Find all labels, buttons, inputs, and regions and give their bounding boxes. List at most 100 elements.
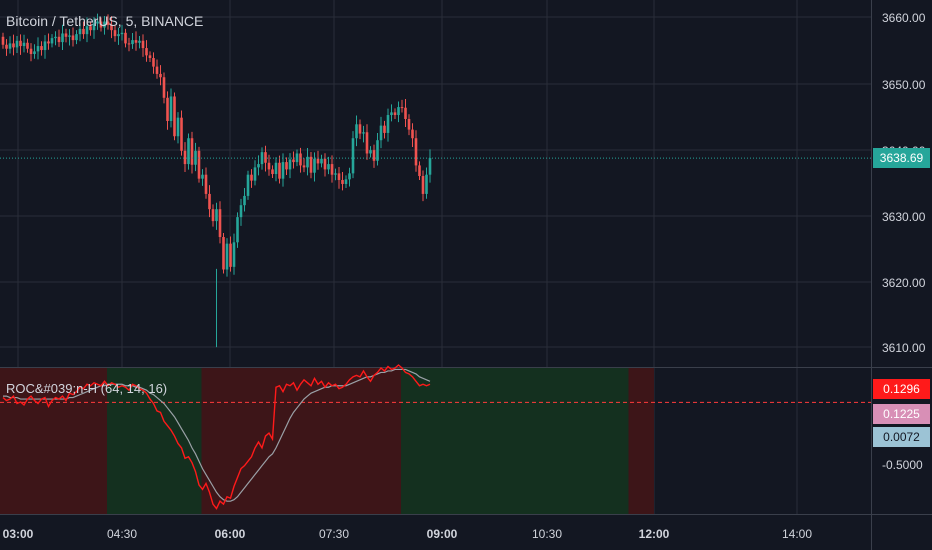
candle-body xyxy=(47,41,50,44)
candle-body xyxy=(278,162,281,179)
candle-body xyxy=(267,162,271,170)
candle-body xyxy=(250,174,253,181)
price-label-3650: 3650.00 xyxy=(882,78,926,92)
indicator-zone xyxy=(0,368,108,514)
price-label-3620: 3620.00 xyxy=(882,276,926,290)
candle-body xyxy=(232,242,236,267)
candle-body xyxy=(138,40,141,43)
time-label-1030: 10:30 xyxy=(531,527,563,541)
candle-body xyxy=(124,32,127,44)
candle-body xyxy=(376,140,379,161)
candle-body xyxy=(61,33,64,43)
candle-body xyxy=(372,150,376,161)
candle-body xyxy=(320,158,323,164)
candle-body xyxy=(292,159,295,163)
candle-body xyxy=(134,40,138,43)
candle-body xyxy=(274,162,278,175)
candle-body xyxy=(148,55,152,59)
candle-body xyxy=(288,159,292,170)
candle-body xyxy=(71,35,75,41)
candle-body xyxy=(351,138,355,174)
candle-body xyxy=(369,150,372,154)
candle-body xyxy=(383,125,386,133)
candle-body xyxy=(173,96,176,137)
signal-line xyxy=(3,368,431,502)
candle-body xyxy=(365,132,369,154)
indicator-zone xyxy=(201,368,402,514)
candle-body xyxy=(218,209,222,238)
price-label-3660: 3660.00 xyxy=(882,11,926,25)
candle-body xyxy=(243,195,246,206)
candle-body xyxy=(190,138,194,165)
candle-body xyxy=(404,107,407,120)
candle-body xyxy=(344,179,348,184)
time-label-0730: 07:30 xyxy=(318,527,350,541)
candle-body xyxy=(386,115,390,133)
candle-body xyxy=(299,153,302,166)
candle-body xyxy=(393,112,397,116)
candle-body xyxy=(75,34,78,41)
candle-body xyxy=(162,77,166,98)
candle-body xyxy=(271,169,274,175)
time-label-0300: 03:00 xyxy=(2,527,34,541)
candle-body xyxy=(264,152,267,163)
candle-body xyxy=(379,125,383,141)
candle-body xyxy=(421,176,425,194)
symbol-title[interactable]: Bitcoin / TetherUS, 5, BINANCE xyxy=(6,13,204,29)
indicator-label-minus-half: -0.5000 xyxy=(882,458,923,472)
candle-body xyxy=(19,40,22,47)
time-label-1400: 14:00 xyxy=(781,527,813,541)
candle-body xyxy=(337,173,341,180)
candle-body xyxy=(141,40,145,49)
candle-body xyxy=(239,205,243,218)
indicator-title[interactable]: ROC&#039;n-H (64, 14, 16) xyxy=(6,381,168,396)
candle-body xyxy=(407,119,411,130)
price-label-3630: 3630.00 xyxy=(882,210,926,224)
candle-body xyxy=(159,73,162,78)
candle-body xyxy=(180,117,183,151)
candle-body xyxy=(400,107,404,109)
candle-body xyxy=(197,150,201,179)
candle-body xyxy=(253,167,257,181)
candle-body xyxy=(99,21,103,28)
zero-value-badge: 0.0072 xyxy=(873,427,930,447)
candle-body xyxy=(306,156,309,168)
candle-body xyxy=(201,174,204,179)
candle-body xyxy=(40,46,43,51)
candle-body xyxy=(390,112,393,116)
candle-body xyxy=(222,237,225,270)
candle-body xyxy=(85,26,89,35)
candle-body xyxy=(215,209,218,222)
candle-body xyxy=(183,150,187,165)
candle-body xyxy=(313,158,316,173)
candle-body xyxy=(414,138,418,166)
candle-body xyxy=(106,21,110,25)
indicator-zone xyxy=(401,368,630,514)
candle-body xyxy=(334,173,337,175)
candle-body xyxy=(54,36,57,39)
candle-body xyxy=(57,36,61,43)
candle-body xyxy=(341,179,344,184)
candle-body xyxy=(211,209,215,222)
time-label-1200: 12:00 xyxy=(638,527,670,541)
candle-body xyxy=(169,96,173,121)
candle-body xyxy=(68,35,71,37)
candle-body xyxy=(281,162,285,179)
candle-body xyxy=(5,44,8,49)
price-label-3610: 3610.00 xyxy=(882,341,926,355)
candle-body xyxy=(246,174,250,196)
candle-body xyxy=(355,124,358,139)
roc-value-badge: 0.1296 xyxy=(873,379,930,399)
candle-body xyxy=(225,243,229,270)
time-label-0900: 09:00 xyxy=(426,527,458,541)
candle-body xyxy=(348,173,351,180)
candle-body xyxy=(428,158,432,175)
candle-body xyxy=(113,30,117,37)
candle-body xyxy=(257,164,260,168)
candle-body xyxy=(208,193,211,210)
candle-body xyxy=(418,165,421,177)
signal-value-badge: 0.1225 xyxy=(873,404,930,424)
candle-body xyxy=(33,51,36,55)
candle-body xyxy=(29,48,33,55)
